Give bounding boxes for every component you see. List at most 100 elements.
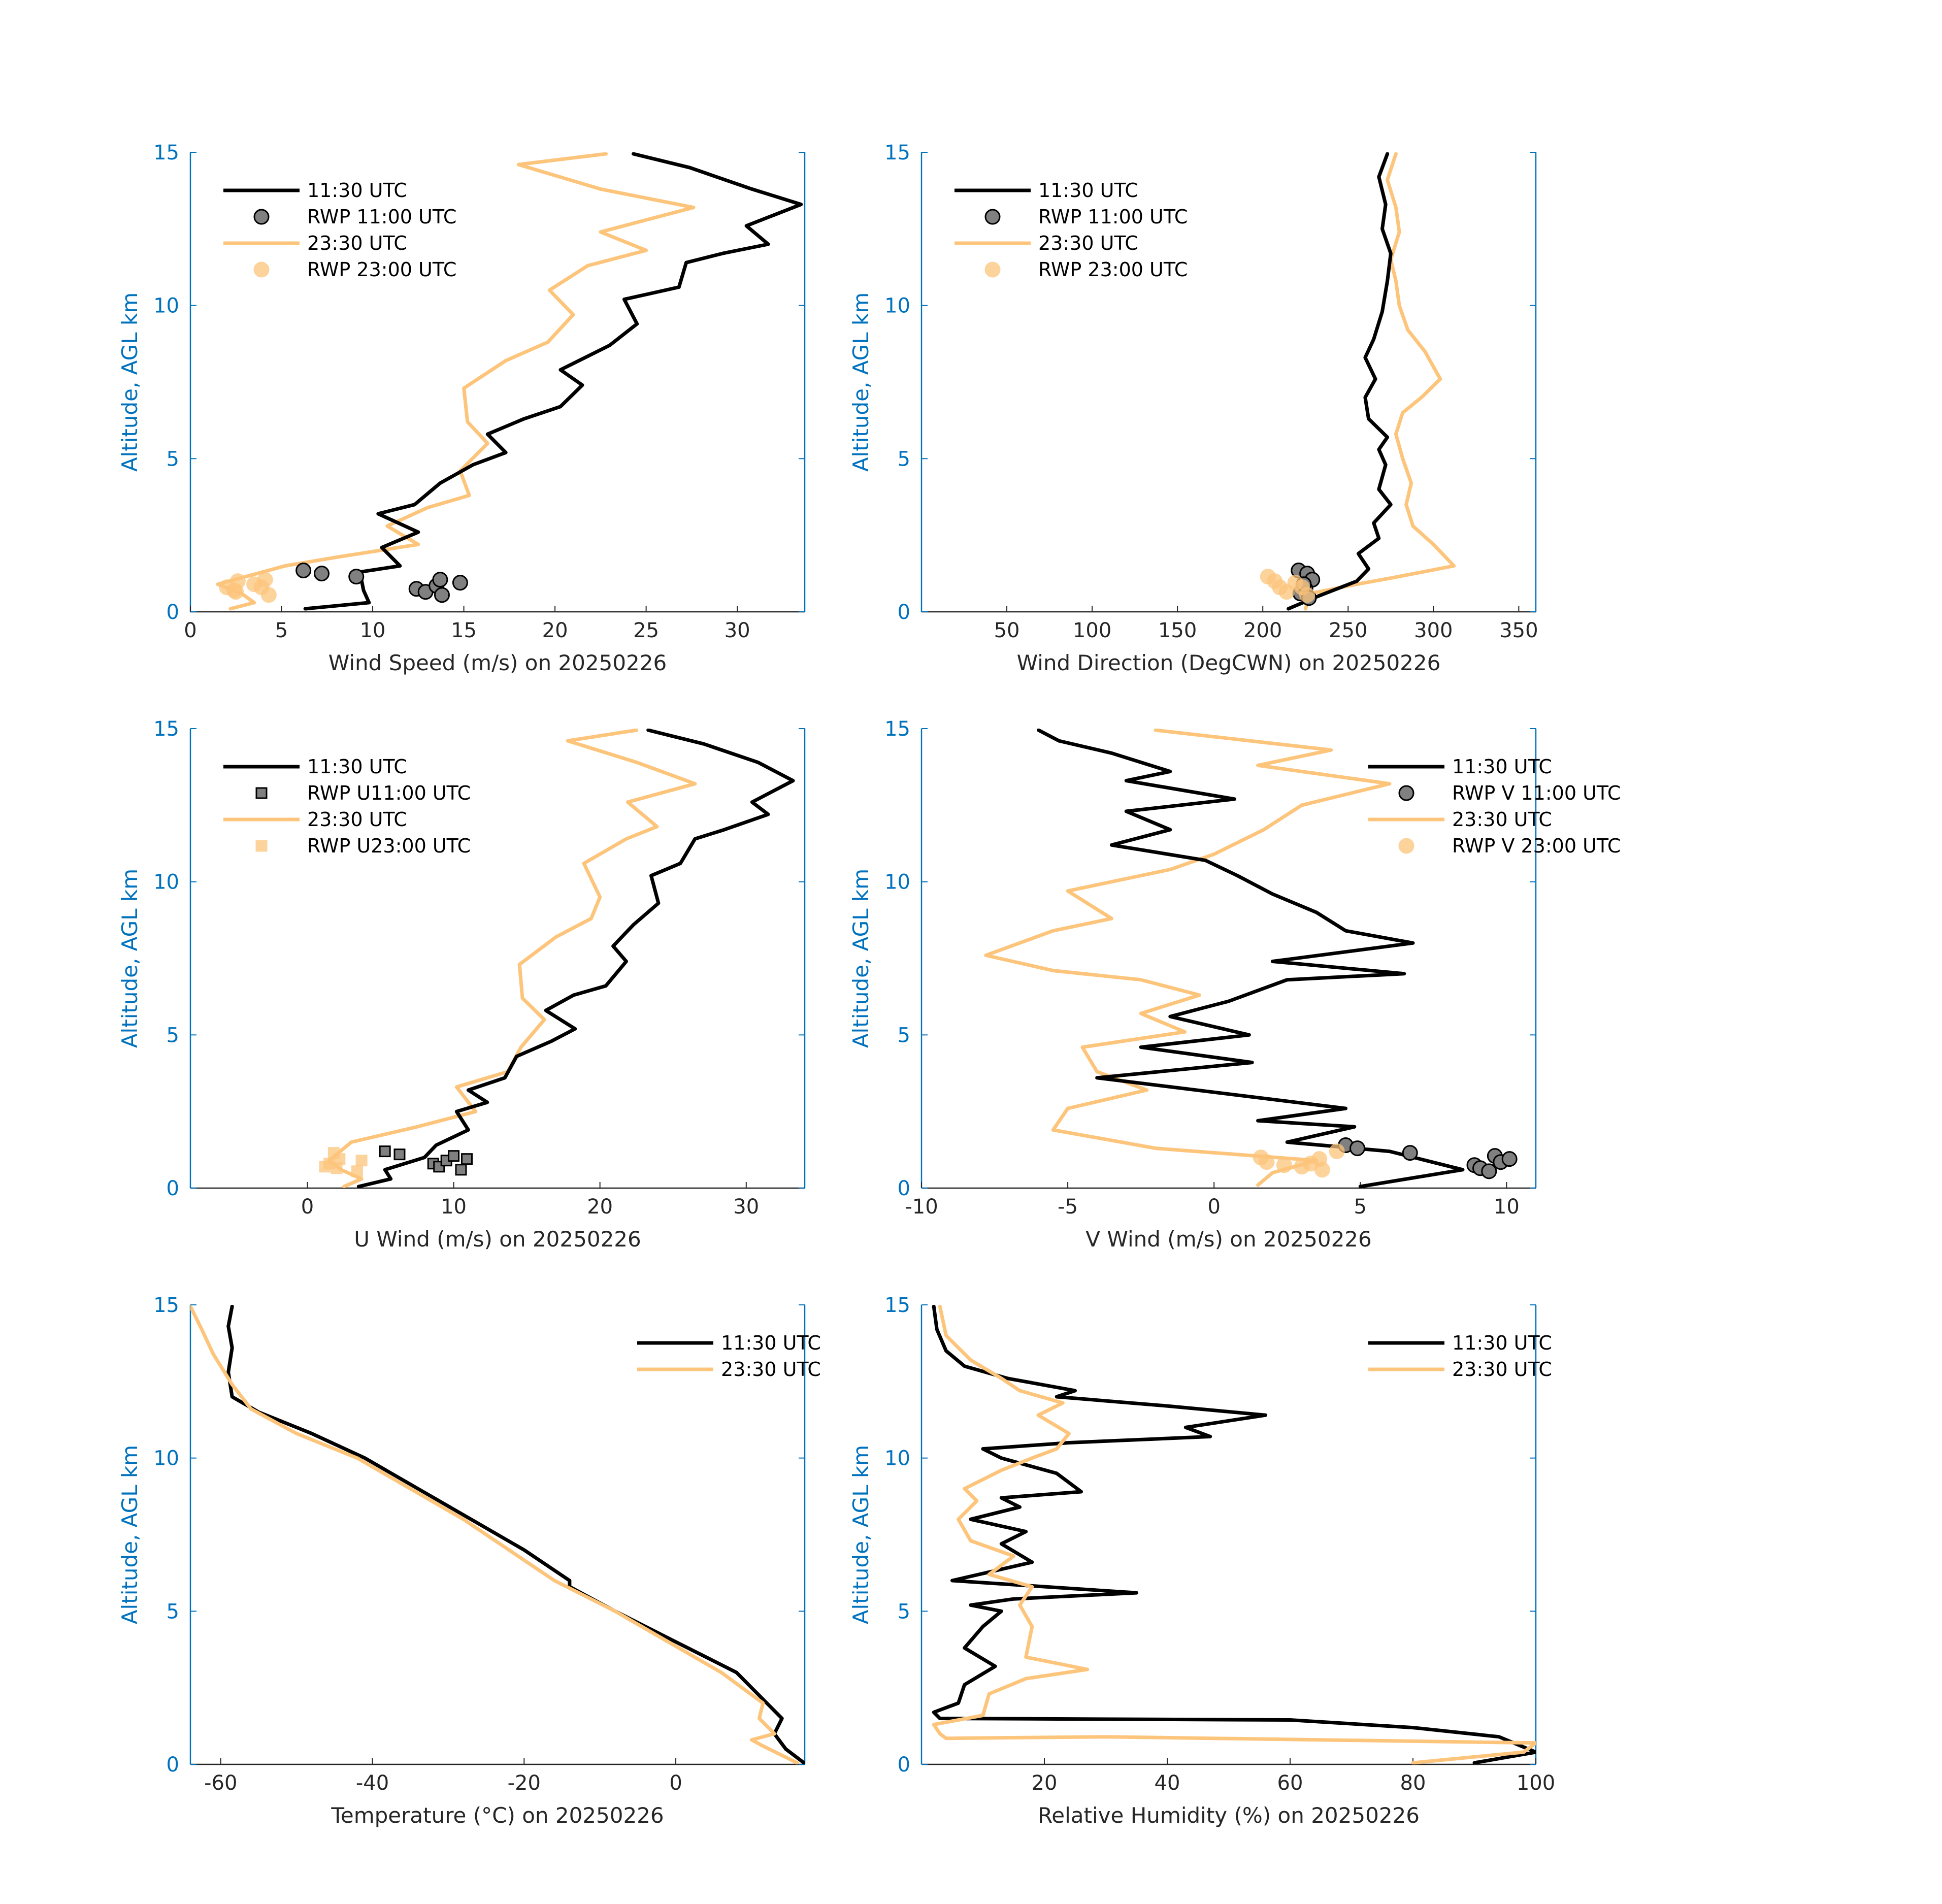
x-tick-label: 5 bbox=[1354, 1195, 1367, 1219]
x-tick-label: 80 bbox=[1400, 1771, 1426, 1795]
y-tick-label: 15 bbox=[153, 1294, 179, 1317]
x-tick-label: 50 bbox=[994, 619, 1020, 642]
series-line-23-30-utc bbox=[932, 1305, 1536, 1764]
legend-label: 11:30 UTC bbox=[1452, 756, 1552, 778]
legend-label: RWP U11:00 UTC bbox=[307, 782, 471, 804]
legend-swatch-marker bbox=[253, 261, 270, 278]
plot-area bbox=[932, 1305, 1536, 1764]
y-tick-label: 10 bbox=[153, 871, 179, 894]
x-tick-label: 0 bbox=[301, 1195, 314, 1219]
series-line-23-30-utc bbox=[327, 729, 697, 1188]
x-tick-label: 150 bbox=[1158, 619, 1197, 642]
data-point-rwp-23-00-utc bbox=[228, 584, 244, 600]
data-point-rwp-11-00-utc bbox=[452, 575, 468, 591]
series-line-23-30-utc bbox=[190, 1305, 799, 1764]
x-tick-label: 25 bbox=[633, 619, 659, 642]
legend-label: 11:30 UTC bbox=[1452, 1332, 1552, 1354]
x-tick-label: 15 bbox=[451, 619, 477, 642]
data-point-rwp-v-23-00-utc bbox=[1259, 1154, 1275, 1170]
legend-label: 23:30 UTC bbox=[1452, 1358, 1552, 1381]
plot-area bbox=[190, 1305, 805, 1764]
series-line-11-30-utc bbox=[356, 729, 795, 1188]
legend-swatch-marker bbox=[253, 209, 270, 225]
x-tick-label: 30 bbox=[725, 619, 750, 642]
data-point-rwp-23-00-utc bbox=[260, 587, 277, 603]
data-point-rwp-11-00-utc bbox=[432, 572, 448, 588]
x-tick-label: 0 bbox=[1207, 1195, 1220, 1219]
plot-area bbox=[216, 152, 803, 611]
series-line-11-30-utc bbox=[932, 1305, 1536, 1764]
legend-label: 11:30 UTC bbox=[721, 1332, 821, 1354]
y-tick-label: 10 bbox=[884, 294, 910, 318]
legend-label: 23:30 UTC bbox=[307, 232, 407, 254]
legend-label: 23:30 UTC bbox=[721, 1358, 821, 1381]
y-axis-label: Altitude, AGL km bbox=[848, 869, 873, 1048]
y-tick-label: 0 bbox=[898, 601, 910, 624]
x-tick-label: 20 bbox=[587, 1195, 613, 1219]
legend-label: 11:30 UTC bbox=[307, 179, 407, 202]
x-tick-label: -40 bbox=[356, 1771, 389, 1795]
y-axis-label: Altitude, AGL km bbox=[117, 292, 142, 472]
x-axis-label: Temperature (°C) on 20250226 bbox=[331, 1803, 664, 1828]
series-line-11-30-utc bbox=[226, 1305, 805, 1764]
plot-area bbox=[319, 729, 795, 1188]
x-axis-label: V Wind (m/s) on 20250226 bbox=[1085, 1227, 1372, 1252]
data-point-rwp-23-00-utc bbox=[1299, 587, 1315, 603]
data-point-rwp-v-11-00-utc bbox=[1501, 1151, 1518, 1167]
legend-label: RWP 11:00 UTC bbox=[1038, 206, 1188, 228]
chart-wind-direction: 50 100 150 200 250 300 350 0 5 10 15 Wind Direction… bbox=[848, 141, 1538, 675]
y-axis-label: Altitude, AGL km bbox=[848, 1445, 873, 1624]
y-tick-label: 10 bbox=[153, 294, 179, 318]
y-tick-label: 15 bbox=[884, 717, 910, 741]
legend-label: 23:30 UTC bbox=[1038, 232, 1138, 254]
y-axis-label: Altitude, AGL km bbox=[117, 869, 142, 1048]
legend-label: RWP 23:00 UTC bbox=[1038, 258, 1188, 281]
x-axis-label: Relative Humidity (%) on 20250226 bbox=[1038, 1803, 1420, 1828]
data-point-rwp-u11-00-utc bbox=[461, 1153, 473, 1165]
y-tick-label: 0 bbox=[167, 1753, 179, 1777]
x-axis-label: Wind Speed (m/s) on 20250226 bbox=[328, 650, 667, 675]
data-point-rwp-11-00-utc bbox=[295, 563, 312, 579]
x-tick-label: -20 bbox=[508, 1771, 541, 1795]
legend: 11:30 UTC 23:30 UTC bbox=[1368, 1332, 1552, 1381]
legend: 11:30 UTC RWP U11:00 UTC 23:30 UTC RWP U23:… bbox=[223, 756, 471, 857]
x-tick-label: 0 bbox=[184, 619, 196, 642]
data-point-rwp-11-00-utc bbox=[314, 566, 330, 582]
y-tick-label: 0 bbox=[167, 1177, 179, 1200]
chart-relative-humidity: 20 40 60 80 100 0 5 10 15 Relative Humidity (%) o… bbox=[848, 1294, 1555, 1828]
legend-label: 11:30 UTC bbox=[1038, 179, 1138, 202]
y-tick-label: 5 bbox=[167, 1024, 179, 1047]
x-tick-label: -60 bbox=[204, 1771, 237, 1795]
legend-swatch-marker bbox=[255, 787, 268, 799]
legend-label: RWP U23:00 UTC bbox=[307, 835, 471, 857]
x-axis-label: U Wind (m/s) on 20250226 bbox=[354, 1227, 641, 1252]
data-point-rwp-v-23-00-utc bbox=[1329, 1143, 1345, 1160]
series-line-11-30-utc bbox=[303, 152, 803, 611]
series-line-23-30-utc bbox=[1303, 152, 1456, 611]
plot-area bbox=[1260, 152, 1456, 611]
x-tick-label: 250 bbox=[1329, 619, 1367, 642]
data-point-rwp-v-23-00-utc bbox=[1276, 1157, 1292, 1173]
legend-label: RWP V 11:00 UTC bbox=[1452, 782, 1621, 804]
legend: 11:30 UTC RWP 11:00 UTC 23:30 UTC RWP 23:00… bbox=[223, 179, 456, 281]
legend: 11:30 UTC 23:30 UTC bbox=[637, 1332, 821, 1381]
series-line-23-30-utc bbox=[984, 729, 1392, 1187]
data-point-rwp-u23-00-utc bbox=[327, 1147, 340, 1159]
x-tick-label: 100 bbox=[1073, 619, 1111, 642]
legend: 11:30 UTC RWP V 11:00 UTC 23:30 UTC RWP V 2… bbox=[1368, 756, 1621, 857]
x-tick-label: 0 bbox=[669, 1771, 682, 1795]
x-tick-label: 40 bbox=[1155, 1771, 1180, 1795]
y-tick-label: 5 bbox=[167, 1600, 179, 1623]
data-point-rwp-u11-00-utc bbox=[455, 1164, 467, 1176]
y-tick-label: 15 bbox=[884, 1294, 910, 1317]
series-line-11-30-utc bbox=[1037, 729, 1465, 1188]
y-axis-label: Altitude, AGL km bbox=[117, 1445, 142, 1624]
legend-swatch-marker bbox=[1398, 838, 1414, 854]
x-tick-label: 5 bbox=[275, 619, 288, 642]
data-point-rwp-u23-00-utc bbox=[355, 1155, 368, 1167]
y-tick-label: 5 bbox=[898, 447, 910, 471]
chart-v-wind: -10 -5 0 5 10 0 5 10 15 V Wind (m/s) on 20250226 A… bbox=[848, 717, 1621, 1252]
y-axis-label: Altitude, AGL km bbox=[848, 292, 873, 472]
data-point-rwp-u23-00-utc bbox=[319, 1161, 331, 1173]
data-point-rwp-23-00-utc bbox=[257, 572, 273, 588]
